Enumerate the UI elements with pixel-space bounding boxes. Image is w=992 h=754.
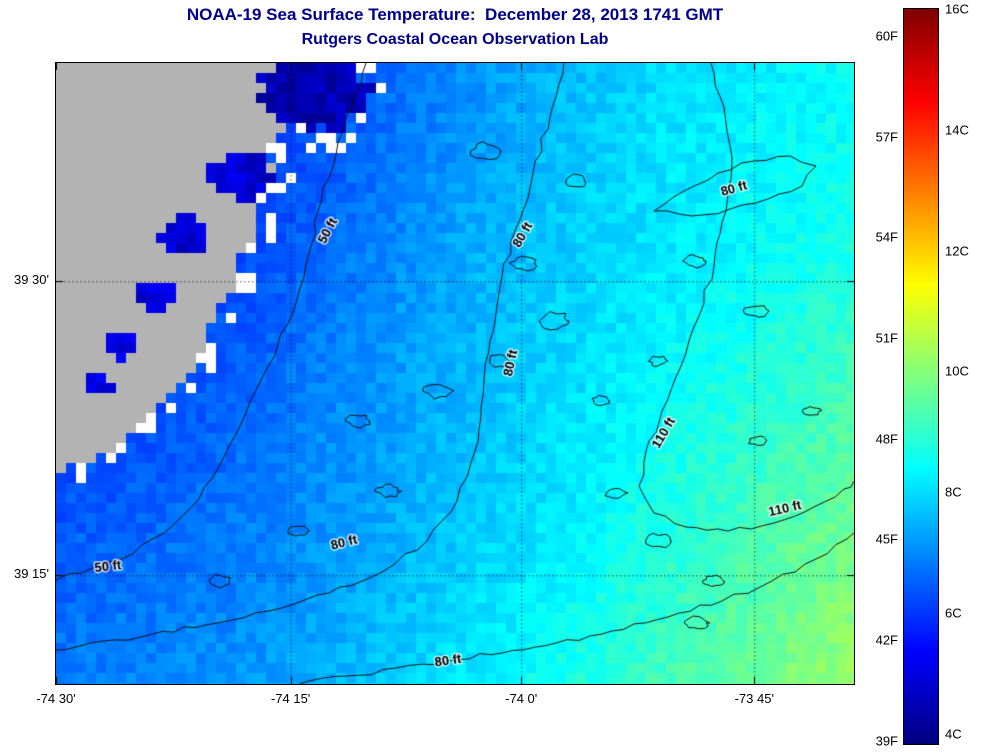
x-tick-label: -74 0' — [505, 691, 538, 706]
colorbar-label-c: 12C — [945, 243, 969, 259]
x-tick-label: -74 30' — [36, 691, 76, 706]
y-tick-label: 39 15' — [13, 566, 49, 582]
figure-subtitle: Rutgers Coastal Ocean Observation Lab — [301, 31, 609, 48]
map-plot-frame — [55, 62, 855, 685]
colorbar-label-c: 4C — [945, 726, 962, 742]
colorbar-label-f: 42F — [875, 632, 898, 648]
colorbar-label-c: 16C — [945, 1, 969, 17]
colorbar-label-c: 6C — [945, 605, 962, 621]
colorbar-label-f: 54F — [875, 229, 898, 245]
x-tick-label: -74 15' — [270, 691, 311, 706]
colorbar-label-f: 57F — [875, 129, 898, 145]
colorbar-label-f: 39F — [875, 733, 898, 749]
colorbar-label-c: 10C — [945, 363, 969, 379]
colorbar-gradient-canvas — [904, 9, 938, 744]
colorbar-label-f: 48F — [875, 431, 898, 447]
x-tick-label: -73 45' — [734, 691, 774, 706]
colorbar-label-c: 8C — [945, 484, 962, 500]
colorbar-frame — [903, 8, 939, 745]
sst-heatmap-canvas — [56, 63, 854, 684]
figure-title: NOAA-19 Sea Surface Temperature: Decembe… — [186, 5, 724, 24]
colorbar-label-f: 51F — [875, 330, 898, 346]
colorbar-label-f: 60F — [875, 28, 898, 44]
colorbar-label-f: 45F — [875, 531, 898, 547]
colorbar-label-c: 14C — [945, 122, 969, 138]
y-tick-label: 39 30' — [13, 272, 49, 288]
